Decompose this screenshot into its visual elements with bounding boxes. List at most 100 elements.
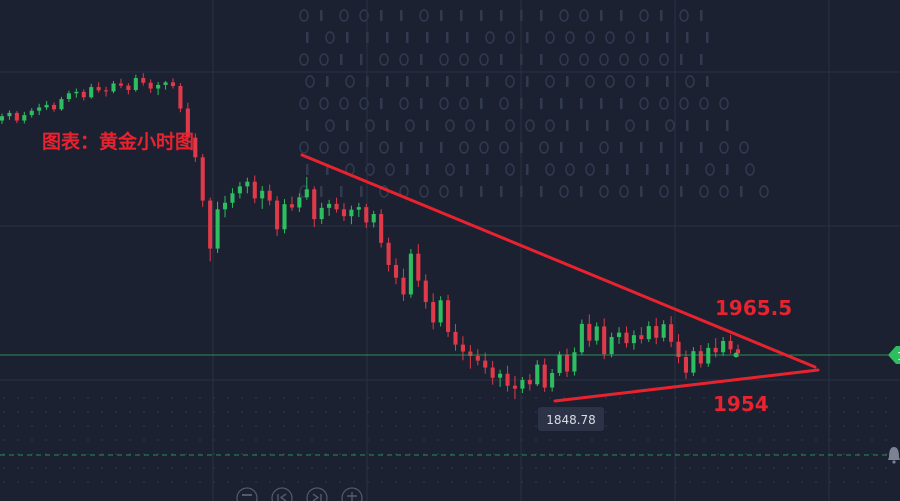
candle [341,203,347,221]
band-dot [297,425,299,427]
band-dot [367,411,369,413]
band-dot [815,397,817,399]
candle [148,79,153,93]
candle-body [631,335,636,344]
watermark-glyph [320,10,323,21]
band-dot [703,425,705,427]
candle-body [624,332,629,344]
candle [617,327,622,344]
band-dot [255,481,257,483]
band-dot [241,467,243,469]
candle-body [104,90,109,92]
step-forward-button[interactable] [306,487,328,501]
watermark-glyph [639,53,649,66]
watermark-glyph [580,142,583,153]
candle-body [22,115,27,121]
band-dot [269,481,271,483]
watermark-glyph [426,120,429,131]
add-button[interactable] [341,487,363,501]
watermark-glyph [440,142,443,153]
band-dot [381,439,383,441]
band-dot [801,481,803,483]
band-dot [703,411,705,413]
stop-button[interactable] [236,487,258,501]
band-dot [101,467,103,469]
candle [260,186,265,209]
candle [133,74,138,92]
band-dot [129,411,131,413]
band-dot [185,425,187,427]
step-back-button[interactable] [271,487,293,501]
candle [74,88,79,98]
band-dot [675,467,677,469]
band-dot [157,467,159,469]
resistance-label: 1965.5 [715,296,792,320]
band-dot [493,425,495,427]
band-dot [241,453,243,455]
band-dot [339,453,341,455]
band-dot [199,481,201,483]
band-dot [325,481,327,483]
band-dot [437,481,439,483]
candle-body [297,197,302,208]
band-dot [661,467,663,469]
watermark-glyph [459,141,469,154]
band-dot [157,481,159,483]
band-dot [213,411,215,413]
candle-body [520,379,525,389]
watermark-glyph [360,142,363,153]
candle-body [81,91,86,98]
band-dot [773,425,775,427]
watermark-glyph [360,54,363,65]
band-dot [871,425,873,427]
watermark-glyph [699,97,709,110]
band-dot [843,481,845,483]
band-dot [101,425,103,427]
watermark-glyph [479,53,489,66]
band-dot [143,439,145,441]
band-dot [115,453,117,455]
band-dot [283,481,285,483]
candle-body [721,340,726,353]
band-dot [325,439,327,441]
band-dot [885,467,887,469]
band-dot [59,453,61,455]
band-dot [507,481,509,483]
watermark-glyph [525,119,535,132]
candle [208,197,213,262]
candle-body [245,181,250,187]
band-dot [773,411,775,413]
candle [364,203,369,228]
candle [587,314,592,347]
watermark-glyph [526,76,529,87]
candle-body [0,116,5,121]
watermark-glyph [565,163,575,176]
candle [669,316,674,348]
band-dot [493,481,495,483]
band-dot [689,439,691,441]
band-dot [423,397,425,399]
candle-body [735,349,741,354]
band-dot [87,425,89,427]
candle-body [200,157,205,201]
band-dot [87,481,89,483]
band-dot [829,481,831,483]
watermark-glyph [680,142,683,153]
watermark-glyph [619,185,629,198]
band-dot [479,439,481,441]
band-dot [759,467,761,469]
band-dot [213,397,215,399]
band-dot [185,467,187,469]
candle-body [275,200,280,230]
candle-body [252,181,257,199]
candle [282,199,287,234]
band-dot [395,481,397,483]
watermark-glyph [319,141,329,154]
band-dot [703,481,705,483]
watermark-glyph [665,119,675,132]
candle-body [379,214,384,243]
candle-body [728,340,733,350]
alert-bell-icon[interactable] [888,447,900,464]
